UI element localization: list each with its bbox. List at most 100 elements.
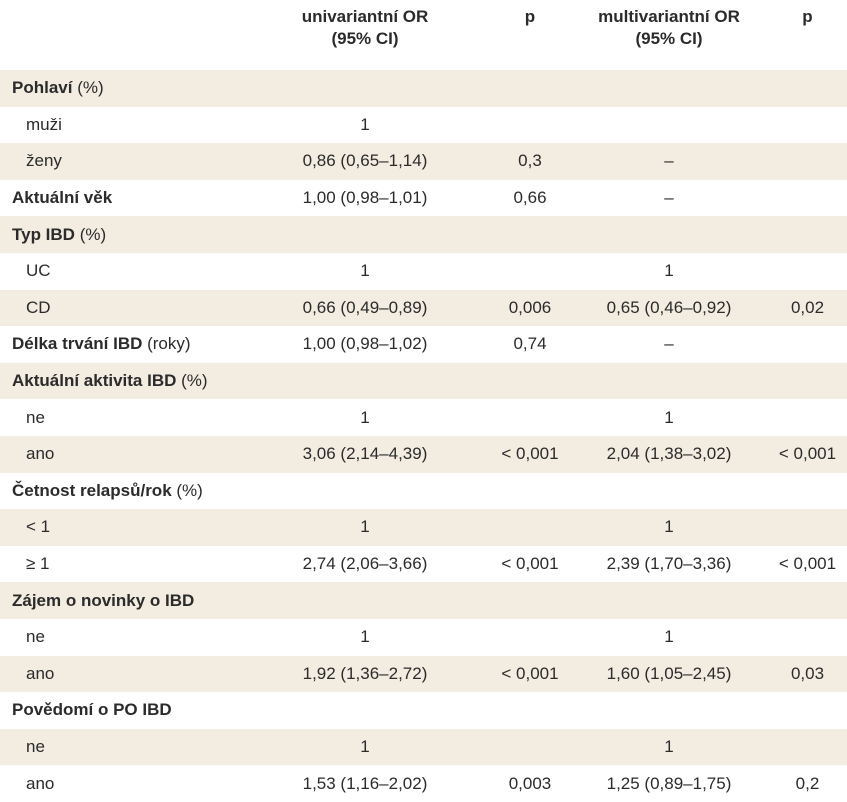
row-sub-label: ano — [0, 655, 240, 693]
header-multivariate-p: p — [768, 0, 847, 70]
row-label-text: ano — [26, 444, 55, 464]
header-label-column — [0, 0, 240, 70]
univariate-or-cell: 0,86 (0,65–1,14) — [240, 143, 490, 180]
row-group-label: Zájem o novinky o IBD — [0, 582, 240, 619]
table-row: Pohlaví (%) — [0, 70, 847, 107]
multivariate-or-cell — [570, 473, 768, 510]
row-group-label: Aktuální aktivita IBD (%) — [0, 362, 240, 400]
table-row: Aktuální věk 1,00 (0,98–1,01) 0,66 – — [0, 180, 847, 217]
univariate-p-cell: 0,006 — [490, 289, 570, 327]
table-header: univariantní OR (95% CI) p multivariantn… — [0, 0, 847, 70]
row-sub-label: ne — [0, 399, 240, 436]
row-label-text: ano — [26, 663, 55, 683]
univariate-or-cell — [240, 582, 490, 619]
univariate-p-cell — [490, 362, 570, 400]
univariate-p-cell — [490, 107, 570, 144]
row-label-text: ne — [26, 736, 45, 756]
table-row: < 1 1 1 — [0, 509, 847, 546]
table-row: ano 3,06 (2,14–4,39) < 0,001 2,04 (1,38–3,0… — [0, 435, 847, 473]
multivariate-or-cell: 1,25 (0,89–1,75) — [606, 773, 732, 793]
univariate-or-cell: 1 — [240, 728, 490, 766]
multivariate-p-cell: 0,03 — [768, 655, 847, 693]
univariate-or-cell: 1 — [360, 627, 370, 647]
univariate-or-cell — [240, 692, 490, 729]
univariate-p-cell: < 0,001 — [490, 655, 570, 693]
table-row: Zájem o novinky o IBD — [0, 582, 847, 619]
multivariate-or-cell — [570, 582, 768, 619]
row-label-text: Aktuální aktivita IBD — [12, 371, 177, 391]
multivariate-or-cell: 1 — [664, 261, 674, 281]
table-body: Pohlaví (%) muži 1 ženy 0,86 (0,65–1,14) 0,3–… — [0, 70, 847, 802]
header-row: univariantní OR (95% CI) p multivariantn… — [0, 0, 847, 70]
table-row: ano 1,53 (1,16–2,02) 0,003 1,25 (0,89–1,75)… — [0, 765, 847, 802]
row-label-text: Pohlaví — [12, 78, 73, 98]
row-label-text: Aktuální věk — [12, 188, 113, 208]
table-row: Délka trvání IBD (roky) 1,00 (0,98–1,02) 0… — [0, 326, 847, 363]
row-label-text: ne — [26, 407, 45, 427]
univariate-p-cell — [490, 399, 570, 436]
row-label-text: Zájem o novinky o IBD — [12, 590, 195, 610]
table-row: ne 1 1 — [0, 619, 847, 656]
row-group-label: Aktuální věk — [0, 180, 240, 217]
univariate-p-cell — [490, 216, 570, 253]
table-row: Typ IBD (%) — [0, 216, 847, 253]
row-sub-label: ano — [0, 435, 240, 473]
row-group-label: Povědomí o PO IBD — [0, 692, 240, 729]
table-row: ne 1 1 — [0, 728, 847, 766]
univariate-or-cell: 1 — [240, 509, 490, 546]
univariate-p-cell: < 0,001 — [501, 554, 559, 574]
univariate-p-cell: < 0,001 — [490, 435, 570, 473]
multivariate-or-cell: 1 — [570, 728, 768, 766]
multivariate-or-cell: 1 — [570, 509, 768, 546]
multivariate-p-cell — [768, 509, 847, 546]
table-row: ≥ 1 2,74 (2,06–3,66) < 0,001 2,39 (1,70–3,3… — [0, 546, 847, 583]
univariate-p-cell — [490, 253, 570, 290]
multivariate-or-cell — [570, 692, 768, 729]
univariate-p-cell — [490, 70, 570, 107]
multivariate-or-cell: 1,60 (1,05–2,45) — [570, 655, 768, 693]
univariate-p-cell — [490, 692, 570, 729]
multivariate-p-cell: 0,02 — [768, 289, 847, 327]
multivariate-p-cell — [768, 216, 847, 253]
univariate-p-cell: 0,66 — [513, 188, 547, 208]
table-row: muži 1 — [0, 107, 847, 144]
row-label-suffix: (roky) — [142, 334, 191, 354]
row-label-text: UC — [26, 261, 51, 281]
row-group-label: Typ IBD (%) — [0, 216, 240, 253]
row-label-text: Typ IBD — [12, 224, 75, 244]
row-group-label: Četnost relapsů/rok (%) — [0, 473, 240, 510]
row-label-text: CD — [26, 297, 51, 317]
univariate-or-cell — [240, 362, 490, 400]
univariate-p-cell: 0,003 — [508, 773, 552, 793]
header-multivariate-or: multivariantní OR (95% CI) — [570, 0, 768, 70]
row-group-label: Pohlaví (%) — [0, 70, 240, 107]
header-line1: univariantní OR — [301, 7, 429, 26]
multivariate-or-cell: 2,04 (1,38–3,02) — [570, 435, 768, 473]
row-sub-label: ženy — [0, 143, 240, 180]
univariate-or-cell — [240, 473, 490, 510]
header-univariate-or: univariantní OR (95% CI) — [240, 0, 490, 70]
multivariate-p-cell — [768, 326, 847, 363]
row-sub-label: UC — [0, 253, 240, 290]
row-sub-label: ne — [0, 619, 240, 656]
multivariate-or-cell — [570, 216, 768, 253]
row-sub-label: ne — [0, 728, 240, 766]
univariate-p-cell: 0,74 — [513, 334, 547, 354]
header-univariate-p: p — [490, 0, 570, 70]
univariate-or-cell: 1 — [360, 407, 370, 427]
univariate-p-cell: 0,3 — [490, 143, 570, 180]
multivariate-or-cell: – — [570, 143, 768, 180]
table-row: Aktuální aktivita IBD (%) — [0, 362, 847, 400]
row-label-text: ano — [26, 773, 55, 793]
row-label-text: ≥ 1 — [26, 554, 50, 574]
univariate-or-cell: 1,00 (0,98–1,02) — [302, 334, 428, 354]
table-row: Četnost relapsů/rok (%) — [0, 473, 847, 510]
table-row: ne 1 1 — [0, 399, 847, 436]
multivariate-p-cell — [768, 70, 847, 107]
multivariate-p-cell: 0,2 — [795, 773, 820, 793]
header-line1: multivariantní OR — [598, 7, 740, 26]
row-label-suffix: (%) — [72, 78, 104, 98]
header-line2: (95% CI) — [331, 29, 399, 48]
row-label-text: Četnost relapsů/rok — [12, 480, 172, 500]
header-line1: p — [802, 7, 813, 26]
